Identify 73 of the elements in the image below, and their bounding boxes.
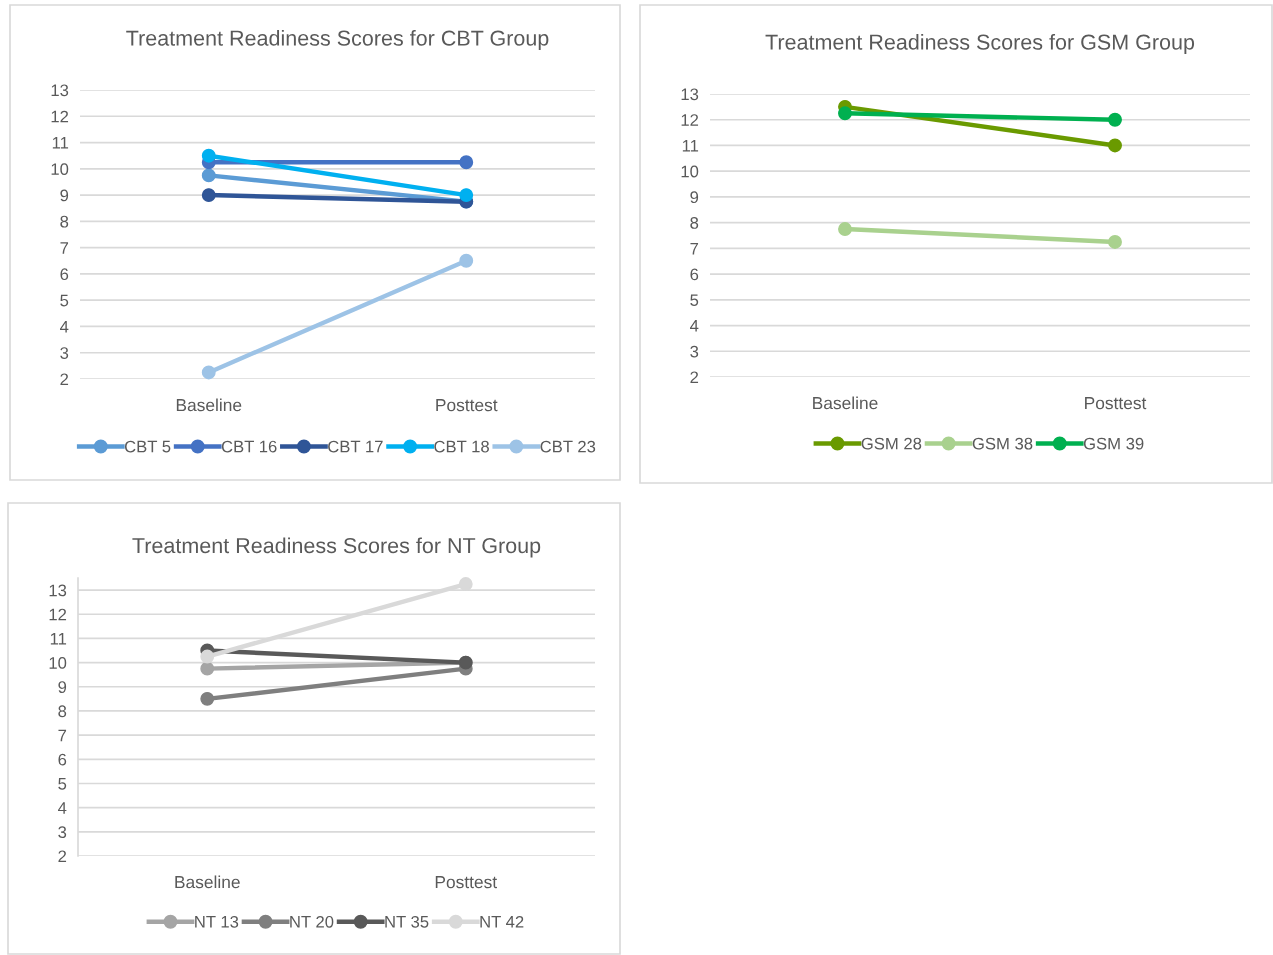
y-tick-label: 8 (58, 705, 67, 718)
chart-title: Treatment Readiness Scores for NT Group (132, 537, 541, 558)
y-tick-label: 3 (690, 345, 699, 358)
legend-label: CBT 18 (434, 440, 489, 453)
legend-label: GSM 38 (972, 437, 1033, 450)
point (459, 188, 474, 203)
point (200, 649, 215, 664)
y-tick-label: 2 (690, 371, 699, 384)
y-tick-label: 7 (60, 242, 69, 254)
y-tick-label: 9 (58, 681, 67, 693)
y-tick-label: 8 (690, 217, 699, 229)
point (1108, 234, 1122, 249)
legend-label: NT 35 (385, 915, 429, 928)
y-tick-label: 5 (58, 778, 67, 790)
legend-label: GSM 39 (1083, 437, 1144, 450)
y-tick-label: 7 (58, 729, 67, 742)
y-tick-label: 8 (60, 215, 69, 228)
point (459, 155, 474, 170)
y-tick-label: 3 (60, 347, 69, 359)
point (201, 168, 216, 183)
y-tick-label: 6 (58, 753, 67, 766)
chart-title: Treatment Readiness Scores for CBT Group (126, 29, 549, 51)
y-tick-label: 9 (690, 191, 699, 204)
y-tick-label: 11 (50, 633, 67, 645)
point (1108, 112, 1122, 127)
legend-label: CBT 5 (124, 440, 171, 453)
y-tick-label: 10 (681, 165, 699, 178)
y-tick-label: 12 (681, 114, 699, 126)
y-tick-label: 9 (60, 189, 69, 202)
y-tick-label: 11 (682, 140, 699, 152)
y-tick-label: 7 (690, 242, 699, 255)
legend-label: CBT 16 (221, 440, 277, 453)
legend-label: CBT 23 (540, 440, 596, 453)
chart-title: Treatment Readiness Scores for GSM Group (765, 33, 1195, 55)
x-tick-label: Posttest (1085, 397, 1147, 410)
point (200, 691, 215, 706)
point (838, 222, 852, 237)
y-tick-label: 13 (49, 584, 67, 597)
x-tick-label: Posttest (435, 876, 497, 889)
y-tick-label: 5 (690, 294, 699, 307)
y-tick-label: 11 (52, 137, 69, 149)
legend-label: NT 20 (290, 915, 334, 928)
point (200, 661, 215, 676)
y-tick-label: 10 (49, 657, 67, 669)
y-tick-label: 2 (60, 373, 69, 386)
legend-label: NT 42 (480, 915, 524, 928)
y-tick-label: 6 (60, 268, 69, 281)
legend-label: NT 13 (195, 915, 239, 928)
point (201, 148, 216, 163)
y-tick-label: 13 (51, 84, 69, 97)
y-tick-label: 5 (60, 294, 69, 307)
point (201, 365, 216, 380)
point (201, 188, 216, 203)
legend-label: GSM 28 (861, 437, 922, 450)
y-tick-label: 13 (681, 88, 699, 101)
y-tick-label: 4 (690, 320, 699, 332)
y-tick-label: 6 (690, 268, 699, 281)
y-tick-label: 12 (51, 110, 69, 123)
x-tick-label: Posttest (436, 399, 498, 412)
x-tick-label: Baseline (176, 398, 242, 412)
x-tick-label: Baseline (175, 875, 240, 889)
y-tick-label: 4 (58, 802, 67, 814)
legend-label: CBT 17 (328, 440, 383, 453)
y-tick-label: 2 (58, 850, 67, 863)
y-tick-label: 3 (58, 826, 67, 839)
x-tick-label: Baseline (813, 396, 878, 410)
point (459, 253, 474, 268)
y-tick-label: 4 (60, 321, 69, 333)
point (838, 106, 852, 121)
y-tick-label: 10 (51, 163, 69, 176)
point (458, 577, 473, 591)
point (1108, 138, 1122, 153)
y-tick-label: 12 (49, 608, 67, 621)
